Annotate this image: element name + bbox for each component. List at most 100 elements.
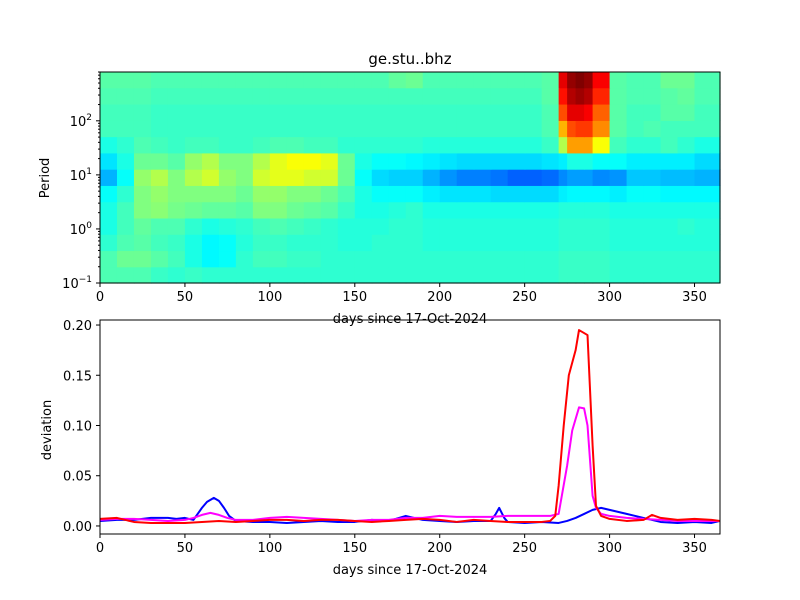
heatmap-cell	[677, 217, 696, 235]
heatmap-cell	[235, 152, 254, 170]
heatmap-cell	[286, 72, 305, 89]
heatmap-cell	[354, 185, 373, 203]
heatmap-cell	[558, 103, 568, 121]
heatmap-cell	[286, 201, 305, 219]
line-x-tick-label: 200	[427, 541, 452, 556]
heatmap-cell	[584, 234, 594, 252]
heatmap-cell	[422, 185, 441, 203]
heatmap-cell	[405, 234, 424, 252]
heatmap-cell	[507, 103, 526, 121]
heatmap-cell	[184, 72, 203, 89]
heatmap-cell	[218, 103, 237, 121]
heatmap-cell	[439, 87, 458, 105]
heatmap-cell	[694, 201, 713, 219]
heatmap-x-tick-label: 300	[597, 290, 622, 305]
deviation-series-line-2	[99, 406, 720, 522]
heatmap-cell	[677, 234, 696, 252]
heatmap-cell	[354, 250, 373, 268]
heatmap-cell	[388, 217, 407, 235]
heatmap-cell	[167, 152, 186, 170]
heatmap-cell	[184, 169, 203, 186]
heatmap-cell	[320, 136, 339, 154]
heatmap-cell	[116, 72, 135, 89]
heatmap-cell	[252, 234, 271, 252]
heatmap-cell	[584, 87, 594, 105]
heatmap-cell	[388, 266, 407, 284]
heatmap-cell	[320, 72, 339, 89]
heatmap-cell	[422, 152, 441, 170]
heatmap-cell	[694, 120, 713, 138]
heatmap-cell	[584, 103, 594, 121]
heatmap-cell	[575, 201, 585, 219]
heatmap-cell	[592, 185, 611, 203]
heatmap-cell	[167, 234, 186, 252]
heatmap-cell	[456, 87, 475, 105]
heatmap-cell	[473, 250, 492, 268]
heatmap-cell	[286, 152, 305, 170]
heatmap-cell	[567, 217, 577, 235]
heatmap-cell	[252, 136, 271, 154]
heatmap-cell	[473, 217, 492, 235]
heatmap-cell	[320, 217, 339, 235]
heatmap-cell	[541, 250, 560, 268]
heatmap-cell	[303, 152, 322, 170]
heatmap-cell	[235, 234, 254, 252]
heatmap-cell	[371, 120, 390, 138]
heatmap-cell	[269, 103, 288, 121]
line-y-tick-label: 0.15	[63, 369, 92, 384]
heatmap-cell	[524, 234, 543, 252]
heatmap-cell	[235, 250, 254, 268]
heatmap-cell	[660, 136, 679, 154]
heatmap-cell	[218, 120, 237, 138]
heatmap-cell	[643, 103, 662, 121]
heatmap-cell	[558, 152, 568, 170]
heatmap-cell	[150, 72, 169, 89]
heatmap-cell	[643, 201, 662, 219]
heatmap-cell	[567, 120, 577, 138]
heatmap-cell	[626, 72, 645, 89]
heatmap-cell	[150, 250, 169, 268]
heatmap-cell	[235, 136, 254, 154]
heatmap-cell	[660, 185, 679, 203]
heatmap-y-axis-label: Period	[38, 158, 53, 199]
heatmap-cell	[100, 266, 118, 284]
heatmap-cell	[524, 266, 543, 284]
heatmap-cell	[694, 217, 713, 235]
heatmap-cell	[388, 136, 407, 154]
heatmap-cell	[541, 120, 560, 138]
heatmap-cell	[269, 234, 288, 252]
heatmap-cell	[218, 72, 237, 89]
heatmap-cell	[677, 152, 696, 170]
heatmap-cell	[558, 136, 568, 154]
heatmap-cell	[660, 250, 679, 268]
heatmap-cell	[456, 103, 475, 121]
heatmap-cell	[422, 87, 441, 105]
heatmap-cell	[439, 201, 458, 219]
heatmap-cell	[456, 169, 475, 186]
heatmap-cell	[473, 201, 492, 219]
heatmap-cell	[320, 185, 339, 203]
heatmap-cell	[524, 201, 543, 219]
heatmap-cell	[490, 169, 509, 186]
heatmap-cell	[677, 87, 696, 105]
heatmap-cell	[133, 72, 152, 89]
heatmap-cell	[473, 72, 492, 89]
heatmap-cell	[235, 266, 254, 284]
heatmap-cell	[388, 234, 407, 252]
heatmap-cell	[218, 169, 237, 186]
heatmap-cell	[694, 250, 713, 268]
heatmap-cell	[439, 136, 458, 154]
heatmap-cell	[694, 136, 713, 154]
heatmap-cell	[694, 87, 713, 105]
heatmap-cell	[286, 169, 305, 186]
heatmap-cell	[201, 136, 220, 154]
heatmap-cell	[252, 120, 271, 138]
heatmap-cell	[422, 201, 441, 219]
heatmap-cell	[388, 169, 407, 186]
heatmap-cell	[439, 217, 458, 235]
heatmap-cell	[405, 87, 424, 105]
heatmap-cell	[303, 266, 322, 284]
heatmap-cell	[150, 169, 169, 186]
heatmap-cell	[524, 169, 543, 186]
heatmap-cell	[167, 136, 186, 154]
